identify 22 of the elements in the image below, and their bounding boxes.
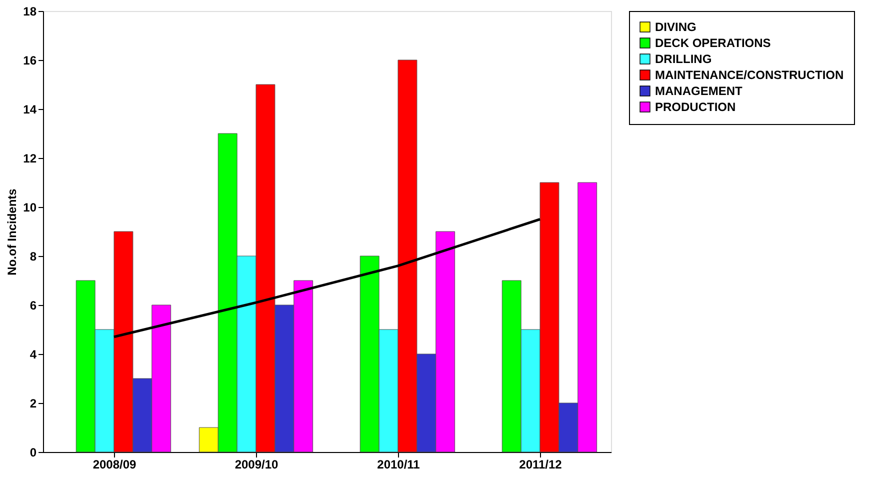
y-axis-title: No.of Incidents — [5, 188, 20, 276]
x-tick-label: 2009/10 — [234, 458, 279, 472]
legend-label: PRODUCTION — [655, 100, 736, 114]
x-tick-label: 2010/11 — [377, 458, 420, 472]
y-tick-label: 0 — [30, 446, 37, 460]
legend-label: DECK OPERATIONS — [655, 36, 771, 50]
legend-label: MAINTENANCE/CONSTRUCTION — [655, 68, 844, 82]
y-tick-label: 6 — [30, 298, 37, 312]
y-tick-label: 16 — [23, 54, 37, 68]
y-tick-label: 10 — [23, 200, 37, 214]
legend-label: DRILLING — [655, 52, 712, 66]
y-tick-label: 8 — [30, 250, 37, 264]
legend-label: DIVING — [655, 20, 696, 34]
x-tick-label: 2008/09 — [92, 458, 137, 472]
y-tick-label: 14 — [23, 102, 37, 116]
y-tick-label: 12 — [23, 152, 37, 166]
line-series — [112, 218, 542, 338]
legend-label: MANAGEMENT — [655, 84, 743, 98]
y-tick-label: 2 — [30, 396, 37, 410]
y-tick-label: 4 — [30, 348, 37, 362]
x-tick-label: 2011/12 — [519, 458, 562, 472]
y-tick-label: 18 — [23, 4, 37, 18]
